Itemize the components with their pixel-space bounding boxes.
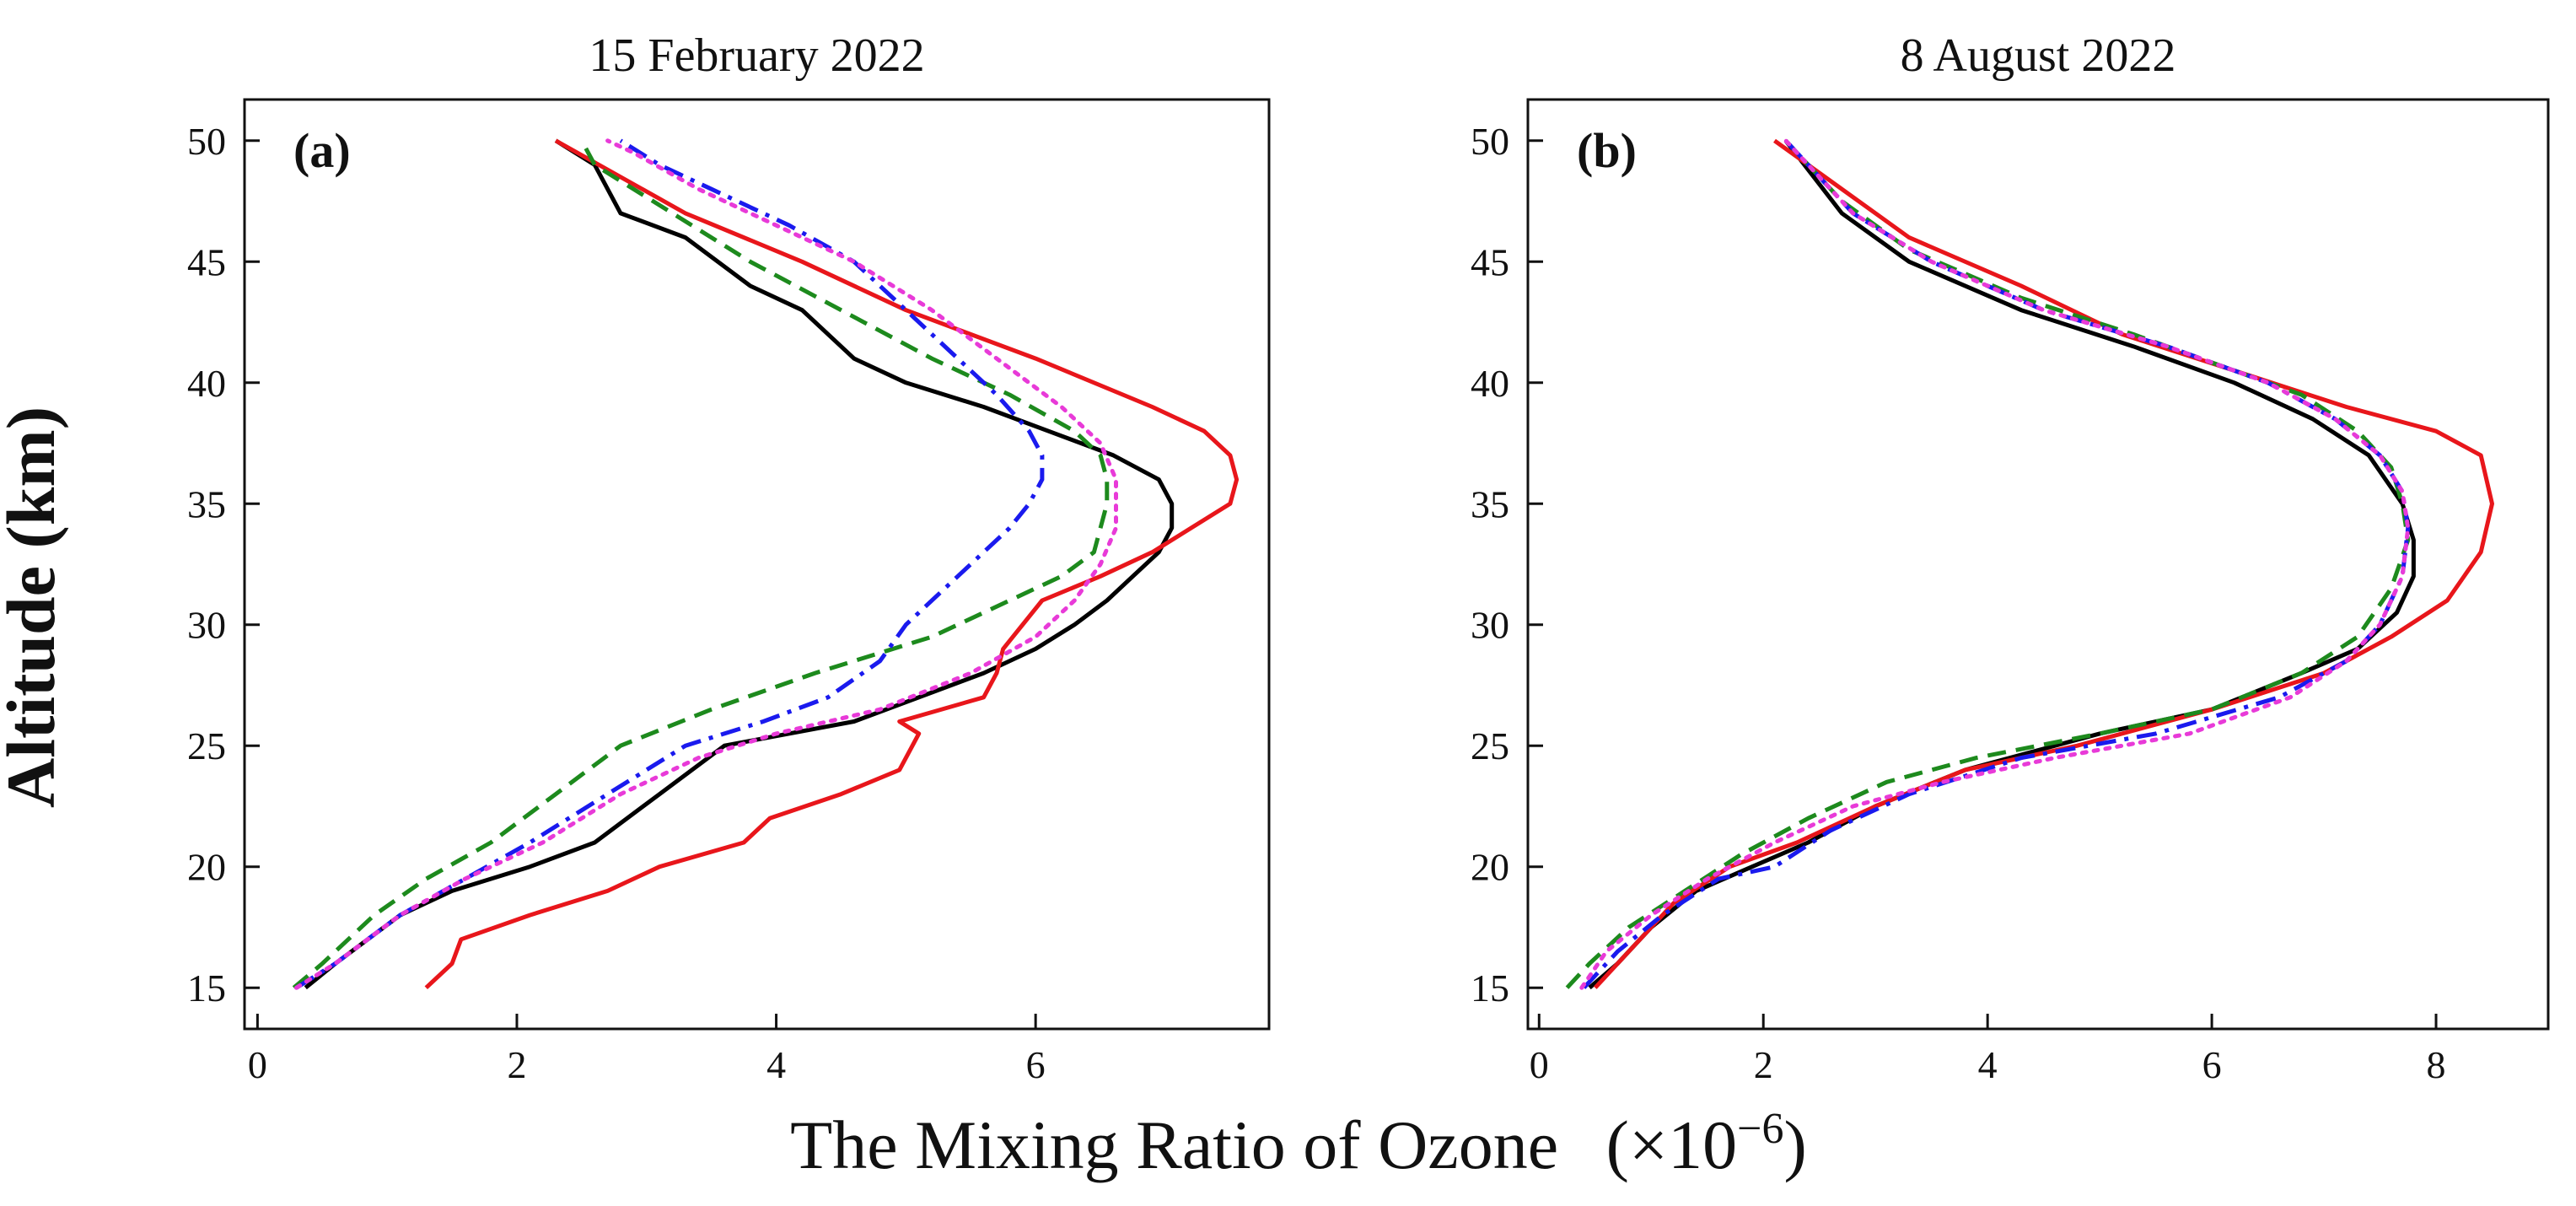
y-tick-label: 45 <box>187 240 226 283</box>
x-tick-label: 4 <box>766 1043 786 1086</box>
panel-b-series-5 <box>1579 138 2411 990</box>
x-tick-label: 0 <box>1530 1043 1549 1086</box>
x-axis-label: The Mixing Ratio of Ozone (×10−6) <box>790 1105 1807 1183</box>
y-tick-label: 50 <box>187 120 226 163</box>
panel-a-series-1 <box>304 138 1175 990</box>
x-tick-label: 2 <box>507 1043 526 1086</box>
panel-b-series-1 <box>1588 139 2416 990</box>
panel-a-frame <box>243 98 1271 1031</box>
y-tick-label: 25 <box>1471 724 1509 767</box>
panel-a-series-2 <box>424 138 1240 990</box>
panel-b-frame <box>1526 98 2550 1031</box>
panel-b-series-4 <box>1582 139 2411 989</box>
panel-b: 8 August 2022 0 2 4 6 8 15 20 25 30 35 40 45 50 (b) <box>1471 30 2550 1086</box>
y-tick-label: 20 <box>1471 846 1509 889</box>
x-axis-label-close: ) <box>1784 1106 1807 1183</box>
y-axis-label: Altitude (km) <box>0 406 69 808</box>
x-tick-label: 6 <box>1026 1043 1046 1086</box>
y-tick-label: 30 <box>1471 604 1509 647</box>
y-tick-label: 20 <box>187 846 226 889</box>
x-axis-label-text: The Mixing Ratio of Ozone <box>790 1106 1558 1183</box>
y-tick-label: 15 <box>1471 966 1509 1009</box>
x-axis-label-exponent: −6 <box>1737 1105 1783 1153</box>
y-tick-label: 40 <box>187 362 226 405</box>
x-tick-label: 6 <box>2202 1043 2222 1086</box>
panel-a-series-4 <box>295 138 1045 990</box>
panel-a-title: 15 February 2022 <box>589 30 924 82</box>
panel-a-series-3 <box>292 139 1110 990</box>
y-tick-label: 35 <box>187 482 226 525</box>
x-tick-label: 0 <box>248 1043 267 1086</box>
x-tick-label: 8 <box>2427 1043 2446 1086</box>
panel-a-series-5 <box>294 138 1118 990</box>
y-tick-label: 30 <box>187 604 226 647</box>
y-tick-label: 45 <box>1471 240 1509 283</box>
y-tick-label: 50 <box>1471 120 1509 163</box>
x-axis-label-unit: (×10 <box>1606 1106 1738 1183</box>
panel-a: 15 February 2022 0 2 4 6 15 20 25 30 35 40 45 50 (a) <box>187 30 1271 1086</box>
panel-a-tag: (a) <box>293 123 351 178</box>
panel-b-title: 8 August 2022 <box>1901 30 2176 82</box>
y-tick-label: 25 <box>187 724 226 767</box>
y-tick-label: 35 <box>1471 482 1509 525</box>
panel-b-tag: (b) <box>1577 123 1637 178</box>
panel-b-series-3 <box>1565 139 2411 989</box>
x-tick-label: 4 <box>1978 1043 1998 1086</box>
y-tick-label: 40 <box>1471 362 1509 405</box>
y-tick-label: 15 <box>187 966 226 1009</box>
x-tick-label: 2 <box>1754 1043 1773 1086</box>
panel-b-series-2 <box>1593 138 2494 989</box>
